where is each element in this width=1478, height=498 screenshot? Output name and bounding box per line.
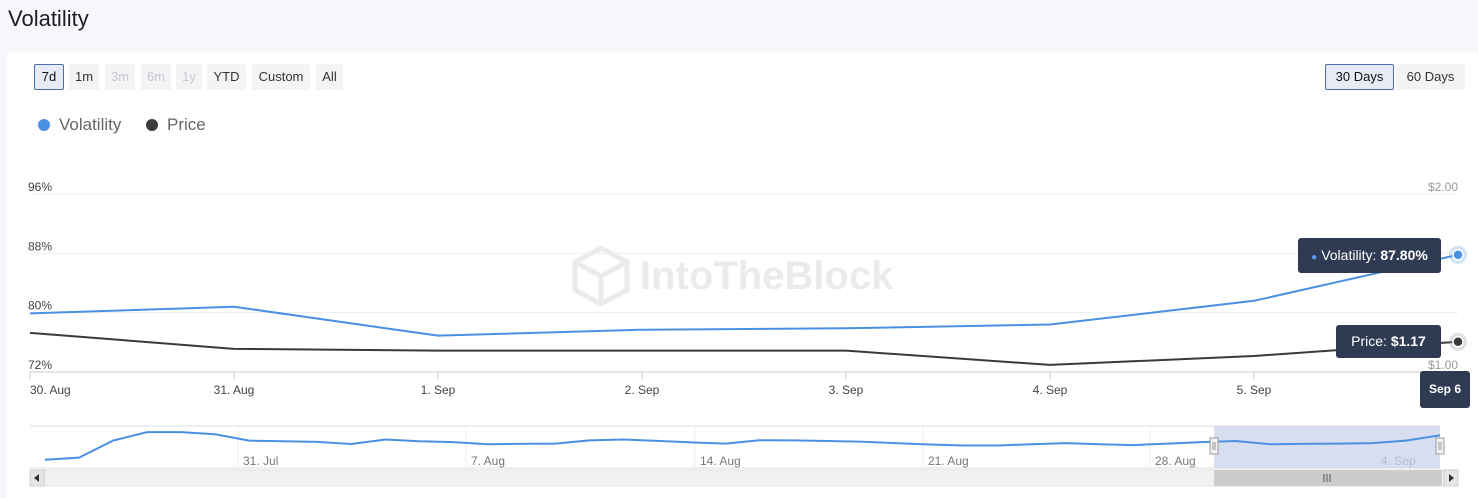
range-button-all[interactable]: All	[316, 64, 343, 90]
page-title: Volatility	[8, 6, 89, 31]
navigator-selection[interactable]	[1214, 426, 1440, 468]
marker-price	[1452, 335, 1464, 348]
legend-dot-price-icon	[146, 119, 158, 131]
window-button-60-days[interactable]: 60 Days	[1396, 64, 1465, 90]
range-button-6m[interactable]: 6m	[141, 64, 171, 90]
x-tick-2-sep: 2. Sep	[625, 383, 660, 397]
marker-volatility	[1452, 249, 1464, 261]
legend-dot-volatility-icon	[38, 119, 50, 131]
range-button-1y[interactable]: 1y	[176, 64, 202, 90]
x-tick-31-aug: 31. Aug	[214, 383, 255, 397]
y-left-tick-0: 72%	[28, 358, 52, 372]
legend-item-price[interactable]: Price	[146, 115, 206, 135]
tooltip-volatility-dot-icon: ●	[1311, 252, 1318, 263]
x-tick-4-sep: 4. Sep	[1033, 383, 1068, 397]
tooltip-price-label: Price:	[1351, 333, 1391, 349]
chart-grid	[30, 193, 1458, 373]
navigator-tick-21-aug: 21. Aug	[928, 454, 969, 468]
y-right-tick-1: $2.00	[1428, 180, 1458, 194]
scroll-right-arrow-icon	[1449, 474, 1454, 482]
navigator-tick-14-aug: 14. Aug	[700, 454, 741, 468]
range-button-custom[interactable]: Custom	[252, 64, 310, 90]
legend-label-volatility: Volatility	[59, 115, 122, 134]
x-tick-3-sep: 3. Sep	[829, 383, 864, 397]
series-lines	[29, 253, 1459, 366]
chart-card	[7, 52, 1478, 498]
watermark-logo-icon	[572, 245, 630, 307]
y-left-tick-2: 88%	[28, 239, 52, 253]
navigator-handle-left[interactable]	[1209, 437, 1219, 455]
y-axis-right: $1.00 $2.00	[1428, 180, 1458, 372]
navigator-handle-right[interactable]	[1435, 437, 1445, 455]
hover-markers	[1449, 245, 1467, 351]
y-left-tick-1: 80%	[28, 299, 52, 313]
y-left-tick-3: 96%	[28, 180, 52, 194]
legend-label-price: Price	[167, 115, 206, 134]
x-tick-5-sep: 5. Sep	[1237, 383, 1272, 397]
series-line-volatility	[29, 253, 1459, 337]
navigator-series-volatility	[44, 431, 1441, 461]
tooltip-volatility-value: 87.80%	[1380, 247, 1428, 263]
tooltip-volatility-label: Volatility:	[1321, 247, 1381, 263]
tooltip-price: Price: $1.17	[1336, 325, 1441, 358]
navigator-tick-7-aug: 7. Aug	[471, 454, 505, 468]
range-button-ytd[interactable]: YTD	[207, 64, 246, 90]
window-button-30-days[interactable]: 30 Days	[1325, 64, 1394, 90]
scrollbar-thumb[interactable]	[1214, 470, 1442, 486]
range-button-3m[interactable]: 3m	[105, 64, 135, 90]
navigator-tick-31-jul: 31. Jul	[243, 454, 278, 468]
watermark-text: IntoTheBlock	[640, 253, 894, 298]
x-tick-1-sep: 1. Sep	[421, 383, 456, 397]
tooltip-volatility: ● Volatility: 87.80%	[1298, 238, 1441, 273]
y-right-tick-0: $1.00	[1428, 358, 1458, 372]
range-button-7d[interactable]: 7d	[34, 64, 64, 90]
x-axis: 30. Aug 31. Aug 1. Sep 2. Sep 3. Sep 4. Sep 5.…	[29, 372, 1272, 397]
x-tick-30-aug: 30. Aug	[30, 383, 71, 397]
tooltip-price-value: $1.17	[1390, 333, 1426, 349]
watermark: IntoTheBlock	[572, 245, 893, 307]
legend-item-volatility[interactable]: Volatility	[38, 115, 121, 135]
scroll-left-arrow-icon	[34, 474, 39, 482]
series-line-price	[29, 331, 1459, 366]
range-button-1m[interactable]: 1m	[69, 64, 99, 90]
navigator-tick-28-aug: 28. Aug	[1155, 454, 1196, 468]
y-axis-left: 72% 80% 88% 96%	[28, 180, 52, 372]
tooltip-date: Sep 6	[1420, 371, 1470, 408]
